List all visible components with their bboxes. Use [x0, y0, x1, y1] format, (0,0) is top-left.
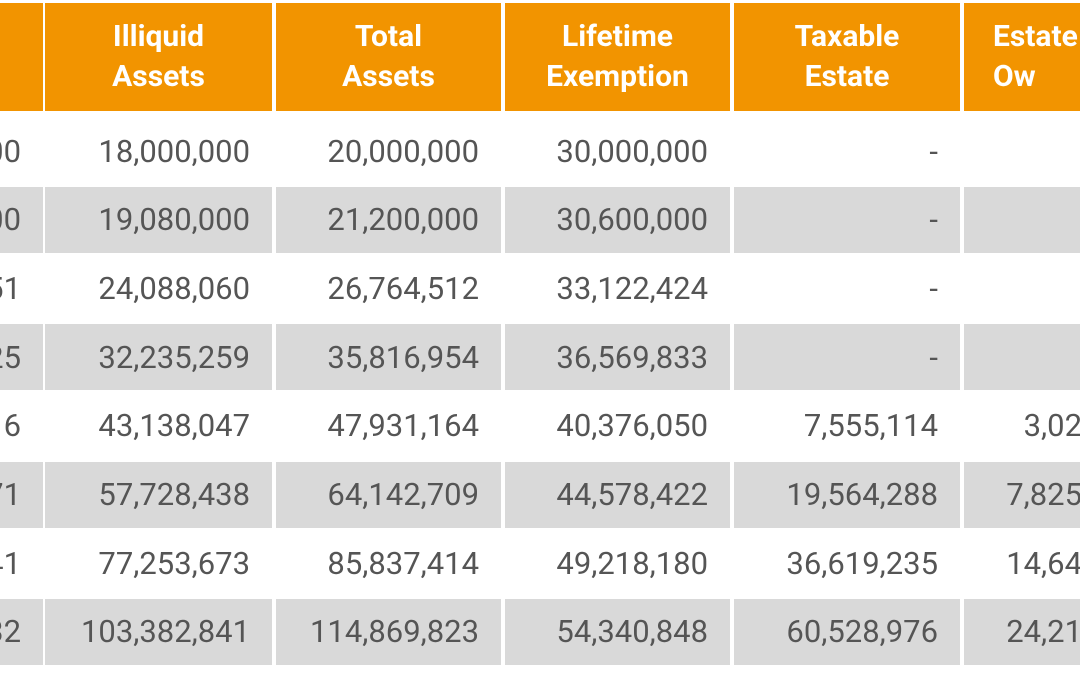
table-cell: 26,764,512	[327, 269, 479, 307]
table-cell: 60,528,976	[734, 598, 960, 665]
table-cell: 30,600,000	[505, 186, 730, 253]
table-cell: -	[734, 186, 960, 253]
table-cell: 43,138,047	[98, 407, 250, 445]
table-cell: 44,578,422	[505, 461, 730, 528]
table-cell	[964, 186, 1080, 253]
table-cell: 40,376,050	[556, 407, 708, 445]
table-cell: 57,728,438	[45, 461, 272, 528]
table-cell: 33,122,424	[556, 269, 708, 307]
table-cell: 24,088,060	[98, 269, 250, 307]
table-cell: 77,253,673	[98, 544, 250, 582]
table-cell: 35,816,954	[276, 324, 501, 391]
table-cell: -	[929, 132, 938, 170]
table-cell: 47,931,164	[327, 407, 479, 445]
table-cell: 41	[0, 544, 21, 582]
table-cell	[964, 255, 1080, 321]
table-cell: 30,000,000	[556, 132, 708, 170]
table-cell: 54,340,848	[505, 598, 730, 665]
header-cell: Estate Ow	[964, 3, 1080, 111]
table-cell: 19,080,000	[45, 186, 272, 253]
header-text: Lifetime Exemption	[546, 19, 689, 94]
table-cell: 49,218,180	[556, 544, 708, 582]
header-text: Estate Ow	[993, 19, 1078, 94]
table-cell: 25	[0, 324, 43, 391]
table-cell: 36,569,833	[505, 324, 730, 391]
table-cell: 32,235,259	[45, 324, 272, 391]
header-cell: Taxable Estate	[734, 3, 960, 111]
table-cell: 3,02	[1023, 407, 1080, 445]
table-cell: 51	[0, 269, 21, 307]
header-cell: Lifetime Exemption	[505, 3, 730, 111]
table-cell: 103,382,841	[45, 598, 272, 665]
table-cell: 24,21	[964, 598, 1080, 665]
table-cell: 32	[0, 598, 43, 665]
table-cell: 7,825	[964, 461, 1080, 528]
table-cell: 18,000,000	[98, 132, 250, 170]
table-cell	[964, 324, 1080, 391]
table-cell: 21,200,000	[276, 186, 501, 253]
table-cell: 64,142,709	[276, 461, 501, 528]
table-cell: 36,619,235	[786, 544, 938, 582]
table-cell: 85,837,414	[327, 544, 479, 582]
header-cell: Illiquid Assets	[45, 3, 272, 111]
table-cell: 00	[0, 186, 43, 253]
table-cell: 20,000,000	[327, 132, 479, 170]
table-cell: 00	[0, 132, 21, 170]
table-cell: 14,64	[1006, 544, 1080, 582]
table-cell: 7,555,114	[803, 407, 938, 445]
table-cell: 19,564,288	[734, 461, 960, 528]
table-cell: 114,869,823	[276, 598, 501, 665]
header-text: Taxable Estate	[794, 19, 900, 94]
table-cell: -	[734, 324, 960, 391]
header-text: Total Assets	[342, 19, 435, 94]
table-cell: 16	[0, 407, 21, 445]
header-text: Illiquid Assets	[112, 19, 205, 94]
table-cell	[964, 118, 1080, 184]
header-cell: Total Assets	[276, 3, 501, 111]
table-cell: 71	[0, 461, 43, 528]
header-cell	[0, 3, 43, 111]
table-cell: -	[929, 269, 938, 307]
